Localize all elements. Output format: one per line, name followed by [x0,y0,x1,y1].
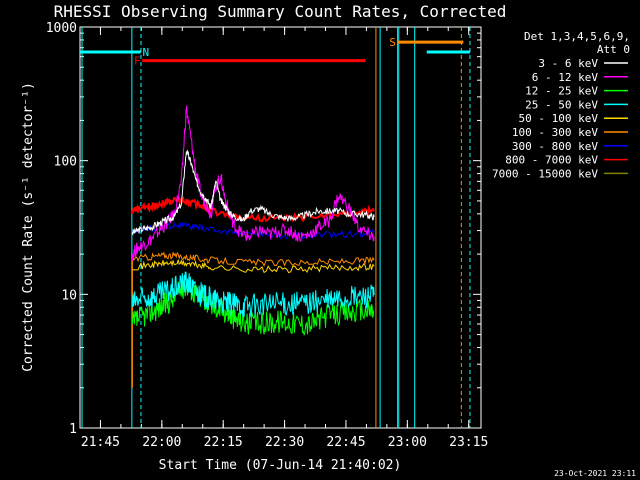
y-axis-label: Corrected Count Rate (s⁻¹ detector⁻¹) [21,82,36,372]
chart-title: RHESSI Observing Summary Count Rates, Co… [54,2,507,21]
series-line-6to12keV [131,105,375,261]
legend-label: 12 - 25 keV [525,85,598,98]
y-tick-label: 100 [54,155,77,170]
legend-label: 100 - 300 keV [512,126,598,139]
series-line-100to300keV [131,251,375,388]
legend-label: 25 - 50 keV [525,98,598,111]
series-line-12to25keV [131,275,375,336]
y-tick-label: 10 [61,288,77,303]
x-tick-label: 22:45 [326,435,365,450]
x-tick-label: 22:15 [204,435,243,450]
flag-label-s: S [389,36,396,49]
legend-label: 50 - 100 keV [519,112,599,125]
legend-header: Det 1,3,4,5,6,9, [524,30,630,43]
x-tick-label: 22:00 [142,435,181,450]
legend-label: 300 - 800 keV [512,140,598,153]
legend-label: 800 - 7000 keV [505,154,598,167]
x-axis-label: Start Time (07-Jun-14 21:40:02) [159,458,402,473]
x-tick-label: 21:45 [81,435,120,450]
y-tick-label: 1 [69,422,77,437]
flag-label-n: N [143,46,150,59]
flag-label-f: F [134,55,141,68]
legend-label: 3 - 6 keV [538,57,598,70]
legend-label: 6 - 12 keV [532,71,599,84]
series-line-3to6keV [131,149,375,236]
series-line-25to50keV [131,271,375,318]
plot-area: 1 10 100 1000 21:45 22:00 22:15 22:30 22:45 23:00… [46,21,489,450]
x-tick-label: 23:00 [388,435,427,450]
legend-label: 7000 - 15000 keV [492,167,598,180]
series-line-50to100keV [131,259,375,274]
y-tick-label: 1000 [46,21,77,36]
legend-header: Att 0 [597,43,630,56]
plot-frame [79,26,482,429]
x-tick-label: 23:15 [449,435,488,450]
x-tick-label: 22:30 [265,435,304,450]
footer-timestamp: 23-Oct-2021 23:11 [554,469,636,478]
